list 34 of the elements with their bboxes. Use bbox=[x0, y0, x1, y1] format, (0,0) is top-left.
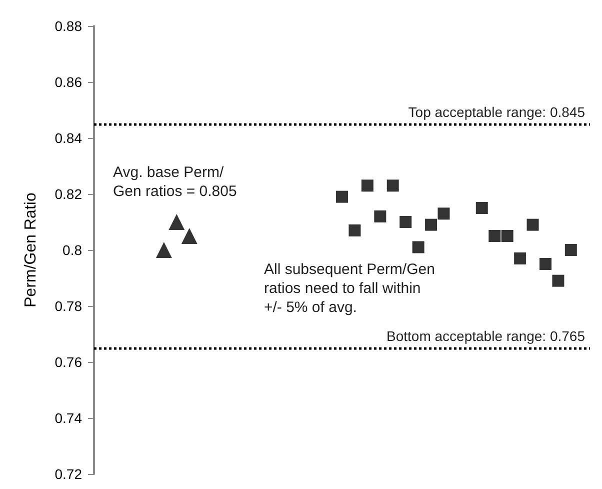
ref-line-label: Top acceptable range: 0.845 bbox=[408, 104, 586, 120]
y-tick-label: 0.84 bbox=[54, 130, 82, 146]
y-tick-label: 0.8 bbox=[62, 242, 82, 258]
y-axis-title: Perm/Gen Ratio bbox=[22, 192, 40, 308]
point bbox=[526, 218, 539, 231]
y-tick-label: 0.82 bbox=[54, 186, 82, 202]
point bbox=[386, 180, 399, 192]
y-tick-label: 0.88 bbox=[54, 18, 82, 34]
point bbox=[361, 180, 374, 192]
point bbox=[488, 230, 501, 242]
point bbox=[156, 242, 172, 258]
point bbox=[501, 230, 514, 242]
y-tick-label: 0.86 bbox=[54, 74, 82, 90]
point bbox=[552, 274, 564, 287]
point bbox=[181, 228, 198, 244]
point bbox=[348, 224, 361, 236]
annotation: All subsequent Perm/Gen ratios need to fall within +/- 5% of avg. bbox=[264, 261, 435, 316]
point bbox=[374, 210, 386, 222]
y-tick-label: 0.76 bbox=[54, 354, 82, 370]
point bbox=[400, 216, 412, 228]
point bbox=[476, 202, 488, 214]
y-tick-label: 0.74 bbox=[54, 410, 82, 426]
point bbox=[564, 244, 577, 256]
y-tick-label: 0.72 bbox=[54, 466, 82, 482]
point bbox=[168, 214, 185, 230]
point bbox=[438, 208, 450, 220]
annotation: Avg. base Perm/ Gen ratios = 0.805 bbox=[113, 164, 237, 200]
point bbox=[412, 241, 424, 254]
point bbox=[539, 258, 552, 270]
point bbox=[514, 252, 526, 264]
ref-line-label: Bottom acceptable range: 0.765 bbox=[386, 328, 586, 344]
y-tick-label: 0.78 bbox=[54, 298, 82, 314]
point bbox=[336, 190, 348, 203]
point bbox=[425, 218, 438, 231]
